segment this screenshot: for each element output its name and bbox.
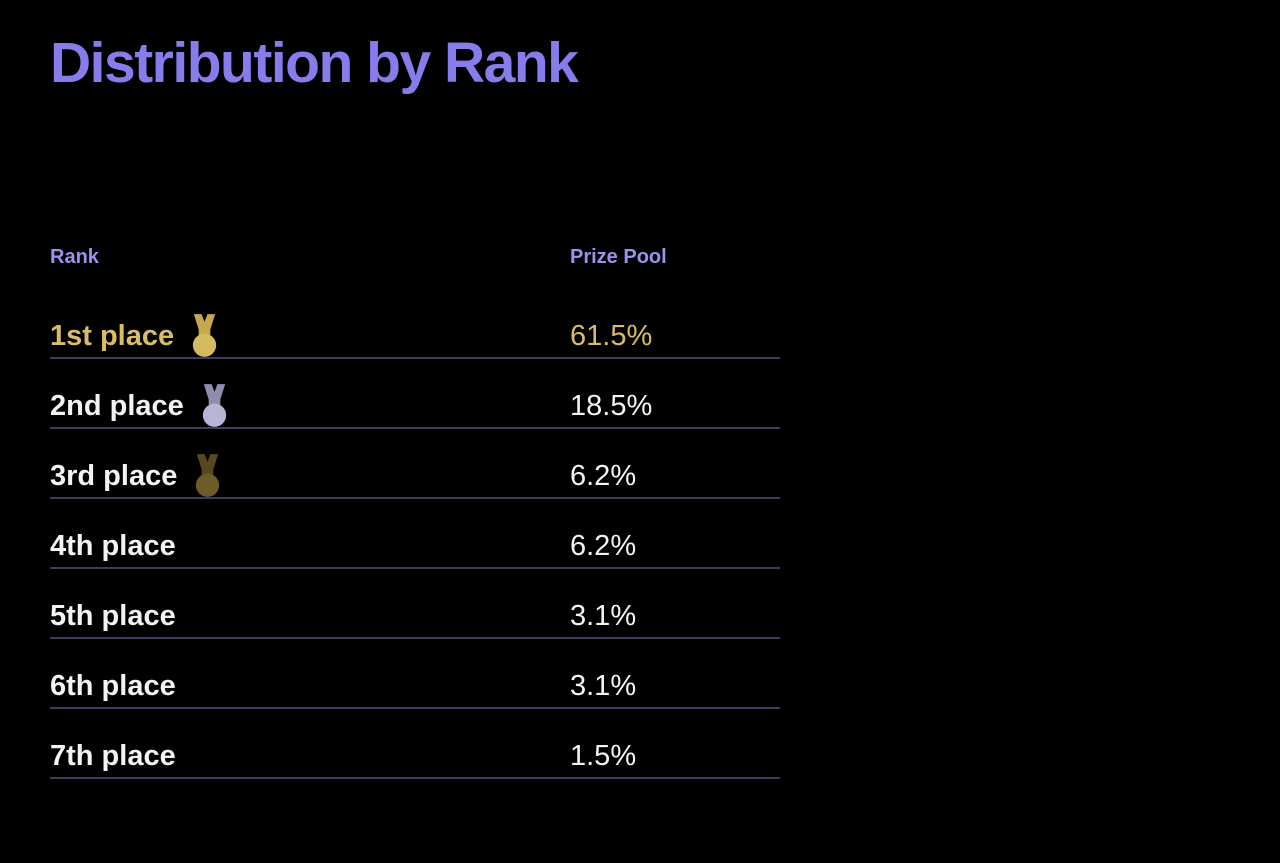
prize-cell: 6.2% bbox=[570, 460, 637, 493]
silver-medal-icon bbox=[202, 383, 226, 427]
rank-cell: 5th place bbox=[50, 600, 570, 633]
rank-cell: 1st place bbox=[50, 309, 570, 357]
column-header-prize-pool: Prize Pool bbox=[570, 245, 667, 268]
rank-label: 5th place bbox=[50, 600, 176, 633]
bronze-medal-icon bbox=[196, 453, 220, 497]
rank-label: 1st place bbox=[50, 320, 175, 353]
table-row-2nd: 2nd place 18.5% bbox=[50, 359, 780, 429]
table-row-6th: 6th place 3.1% bbox=[50, 639, 780, 709]
prize-cell: 18.5% bbox=[570, 390, 653, 423]
rank-label: 2nd place bbox=[50, 390, 184, 423]
prize-cell: 3.1% bbox=[570, 670, 637, 703]
page: Distribution by Rank Rank Prize Pool 1st… bbox=[50, 31, 780, 779]
rank-label: 6th place bbox=[50, 670, 176, 703]
prize-distribution-table: Rank Prize Pool 1st place 61.5% 2nd plac… bbox=[50, 246, 780, 779]
rank-label: 7th place bbox=[50, 740, 176, 773]
rank-label: 4th place bbox=[50, 530, 176, 563]
rank-label: 3rd place bbox=[50, 460, 178, 493]
table-row-5th: 5th place 3.1% bbox=[50, 569, 780, 639]
column-header-rank: Rank bbox=[50, 245, 99, 268]
gold-medal-icon bbox=[192, 313, 217, 357]
table-header-row: Rank Prize Pool bbox=[50, 246, 780, 269]
table-row-4th: 4th place 6.2% bbox=[50, 499, 780, 569]
table-row-7th: 7th place 1.5% bbox=[50, 709, 780, 779]
table-row-3rd: 3rd place 6.2% bbox=[50, 429, 780, 499]
page-title: Distribution by Rank bbox=[50, 31, 579, 95]
rank-cell: 7th place bbox=[50, 740, 570, 773]
rank-cell: 2nd place bbox=[50, 379, 570, 427]
prize-cell: 3.1% bbox=[570, 600, 637, 633]
table-row-1st: 1st place 61.5% bbox=[50, 289, 780, 359]
rank-cell: 4th place bbox=[50, 530, 570, 563]
rank-cell: 3rd place bbox=[50, 449, 570, 497]
prize-cell: 61.5% bbox=[570, 320, 653, 353]
prize-cell: 1.5% bbox=[570, 740, 637, 773]
prize-cell: 6.2% bbox=[570, 530, 637, 563]
rank-cell: 6th place bbox=[50, 670, 570, 703]
